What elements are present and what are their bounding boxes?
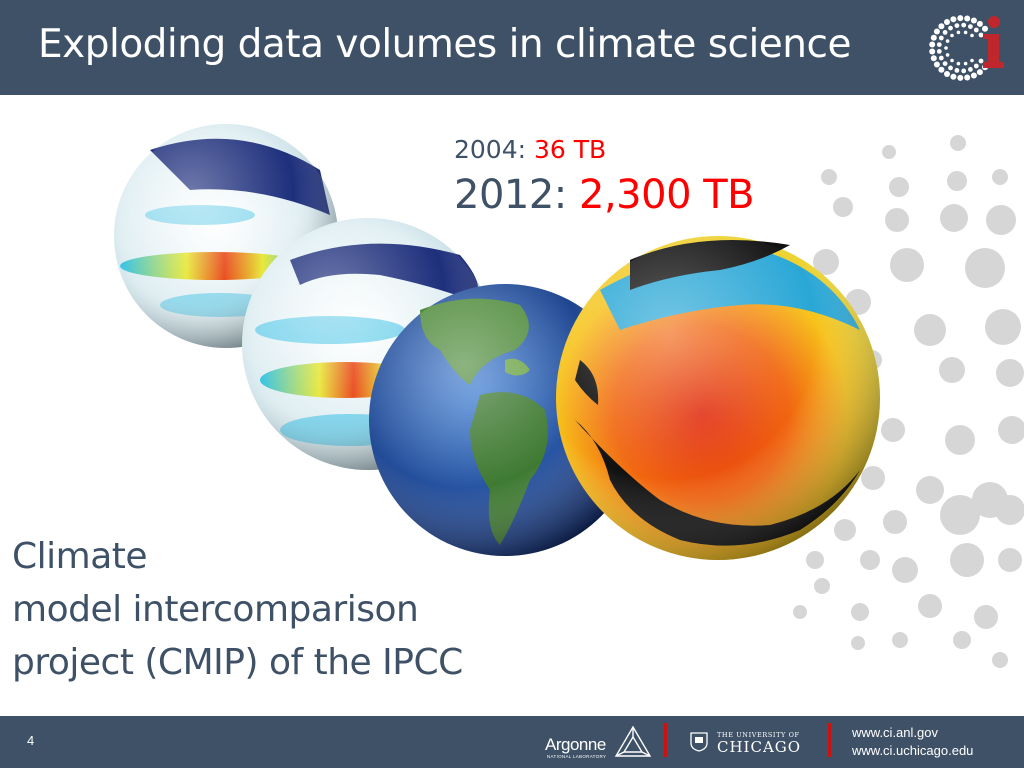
stat-2012: 2012: 2,300 TB <box>454 168 755 222</box>
title-bar: Exploding data volumes in climate scienc… <box>0 0 1024 95</box>
argonne-triangle-icon <box>614 725 652 757</box>
url-uchicago[interactable]: www.ci.uchicago.edu <box>852 743 974 758</box>
footer-separator-1 <box>664 723 667 757</box>
argonne-logo: Argonne NATIONAL LABORATORY <box>545 721 655 763</box>
uchicago-subtitle: THE UNIVERSITY OF <box>717 731 800 739</box>
stat-2004-year: 2004: <box>454 135 527 164</box>
argonne-subtitle: NATIONAL LABORATORY <box>547 754 607 759</box>
slide-title: Exploding data volumes in climate scienc… <box>38 22 851 67</box>
footer-separator-2 <box>828 723 831 757</box>
stat-2012-year: 2012: <box>454 172 567 218</box>
caption-line-2: model intercomparison <box>12 589 419 630</box>
ci-logo-icon <box>929 15 1004 81</box>
uchicago-crest-icon <box>690 732 708 752</box>
stat-2012-value: 2,300 TB <box>579 172 755 218</box>
page-number: 4 <box>27 733 35 748</box>
caption-line-3: project (CMIP) of the IPCC <box>12 642 463 683</box>
cmip-caption: Climate model intercomparison project (C… <box>12 530 463 689</box>
uchicago-logo: THE UNIVERSITY OF CHICAGO <box>690 730 810 758</box>
stat-2004: 2004: 36 TB <box>454 132 754 168</box>
footer-urls: www.ci.anl.gov www.ci.uchicago.edu <box>852 724 973 760</box>
argonne-name: Argonne <box>545 735 606 754</box>
data-volume-stats: 2004: 36 TB 2012: 2,300 TB <box>454 132 755 222</box>
caption-line-1: Climate <box>12 536 148 577</box>
stat-2004-value: 36 TB <box>534 135 607 164</box>
uchicago-name: CHICAGO <box>717 738 802 756</box>
footer-bar: 4 Argonne NATIONAL LABORATORY THE UNIVER… <box>0 716 1024 768</box>
url-anl[interactable]: www.ci.anl.gov <box>852 725 938 740</box>
globe-ocean-temperature <box>556 236 880 560</box>
